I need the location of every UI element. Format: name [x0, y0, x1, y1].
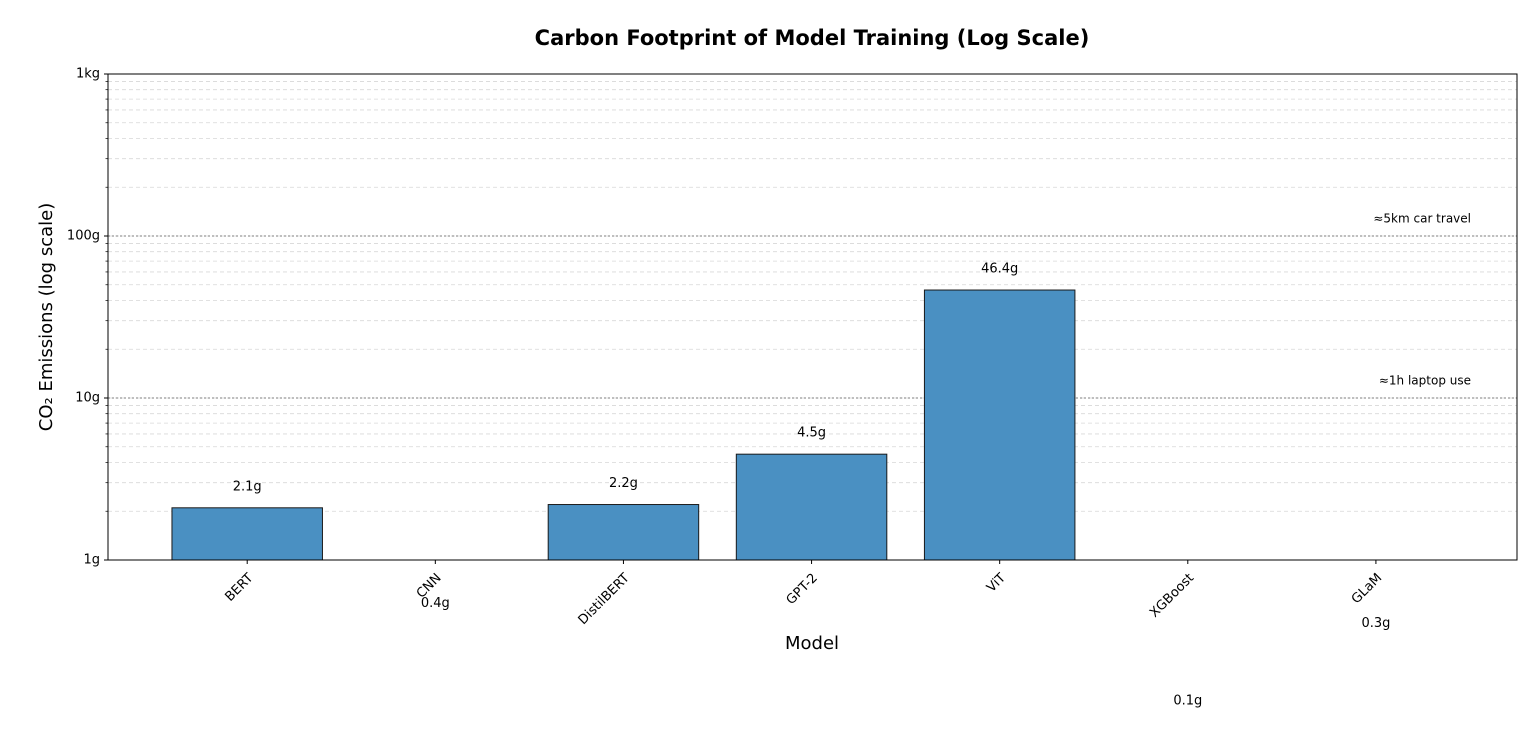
reference-label: ≈5km car travel: [1373, 212, 1471, 226]
x-axis-label: Model: [785, 633, 839, 654]
y-tick-label: 10g: [75, 391, 100, 406]
value-label: 4.5g: [797, 426, 826, 441]
bar: [735, 453, 888, 560]
y-axis-label: CO₂ Emissions (log scale): [36, 203, 57, 431]
bar: [923, 289, 1076, 560]
value-label: 0.4g: [421, 596, 450, 611]
bar: [547, 504, 700, 560]
reference-label: ≈1h laptop use: [1379, 374, 1471, 388]
value-label: 46.4g: [981, 262, 1018, 277]
grid: [108, 73, 1517, 561]
chart-title: Carbon Footprint of Model Training (Log …: [535, 26, 1090, 50]
value-label: 0.1g: [1173, 694, 1202, 709]
y-tick-label: 1kg: [76, 67, 100, 82]
y-tick-label: 100g: [67, 229, 100, 244]
value-label: 2.2g: [609, 476, 638, 491]
plot-frame: [107, 73, 1518, 561]
bars: [171, 289, 1452, 560]
value-label: 0.3g: [1361, 616, 1390, 631]
y-tick-label: 1g: [83, 553, 100, 568]
bar: [171, 507, 323, 560]
value-label: 2.1g: [233, 479, 262, 494]
